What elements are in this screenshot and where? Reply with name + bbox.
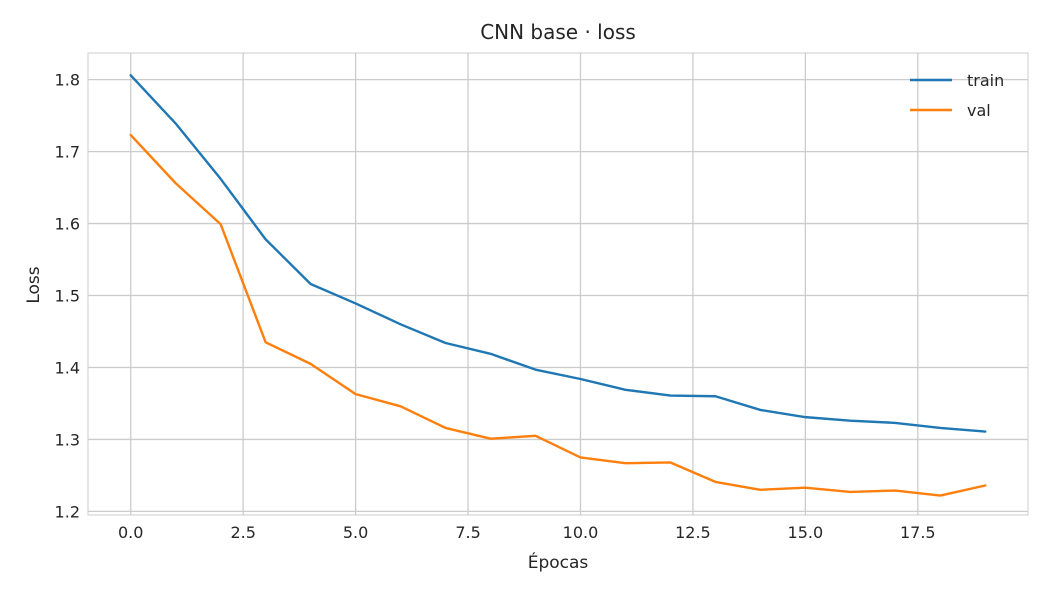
x-tick-label: 7.5 [455,523,480,542]
chart-title: CNN base · loss [480,20,636,44]
x-tick-label: 10.0 [563,523,599,542]
grid [88,53,1028,515]
x-tick-label: 12.5 [675,523,711,542]
series-line-val [129,133,987,497]
x-axis-title: Épocas [528,551,589,573]
legend-label-train: train [967,71,1004,90]
x-tick-label: 5.0 [343,523,368,542]
y-axis-title: Loss [24,266,44,303]
y-tick-label: 1.2 [55,502,80,521]
y-tick-label: 1.5 [55,287,80,306]
y-tick-label: 1.8 [55,71,80,90]
legend-label-val: val [967,101,991,120]
y-tick-label: 1.3 [55,430,80,449]
plot-frame [87,52,1029,516]
series-line-train [129,74,987,433]
tick-labels: 0.0 2.5 5.0 7.5 10.0 12.5 15.0 17.5 1.2 1.3 1.4 1.5… [55,71,936,542]
legend: train val [910,71,1004,120]
x-tick-label: 0.0 [118,523,143,542]
y-tick-label: 1.4 [55,358,80,377]
series-lines [129,74,987,497]
y-tick-label: 1.6 [55,215,80,234]
x-tick-label: 15.0 [788,523,824,542]
x-tick-label: 17.5 [900,523,936,542]
y-tick-label: 1.7 [55,143,80,162]
x-tick-label: 2.5 [230,523,255,542]
